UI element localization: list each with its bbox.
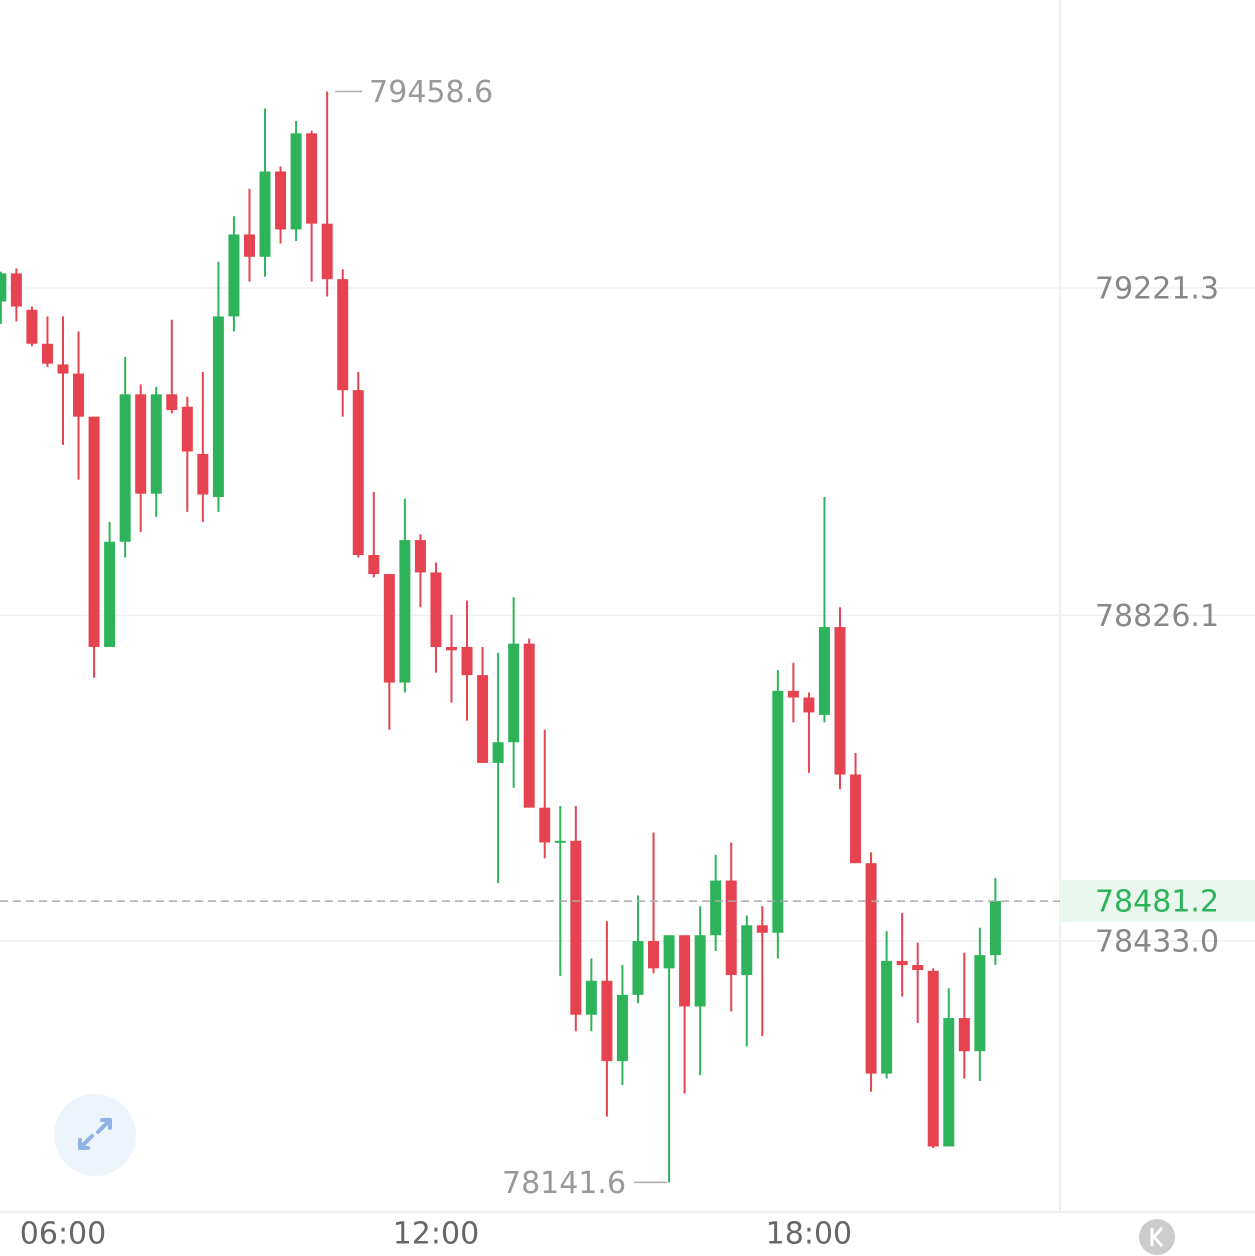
x-tick-label: 18:00 — [766, 1217, 852, 1252]
candle-body — [150, 394, 162, 494]
candle-body — [166, 394, 178, 411]
candle-body — [337, 279, 349, 391]
candle-body — [648, 941, 660, 969]
candle-body — [0, 273, 7, 302]
candle-body — [461, 646, 473, 676]
last-price-box — [1060, 880, 1255, 923]
candle-body — [989, 901, 1001, 956]
candle-body — [803, 697, 815, 713]
candle-body — [539, 807, 551, 843]
candle-body — [554, 840, 566, 843]
expand-icon[interactable] — [78, 1118, 112, 1150]
low-label: 78141.6 — [502, 1166, 626, 1201]
candle-body — [694, 935, 706, 1007]
candle-body — [570, 840, 582, 1015]
candle-body — [818, 627, 830, 715]
candle-body — [57, 364, 69, 374]
candle-body — [181, 406, 193, 452]
candle-body — [243, 234, 255, 257]
candle-body — [212, 316, 224, 498]
last-price-label: 78481.2 — [1095, 885, 1219, 920]
candle-body — [601, 980, 613, 1062]
x-tick-label: 12:00 — [393, 1217, 479, 1252]
candle-body — [508, 643, 520, 743]
candle-body — [259, 171, 271, 257]
candle-body — [26, 309, 38, 344]
candle-body — [352, 390, 364, 556]
candle-body — [88, 416, 100, 647]
candle-body — [41, 343, 53, 364]
candle-body — [772, 690, 784, 933]
candle-body — [958, 1018, 970, 1052]
candle-body — [585, 980, 597, 1015]
candle-body — [197, 453, 209, 495]
candle-body — [477, 675, 489, 763]
candle-body — [834, 627, 846, 775]
candle-body — [632, 941, 644, 995]
x-tick-label: 06:00 — [20, 1217, 106, 1252]
candle-body — [446, 646, 457, 651]
candle-body — [290, 133, 302, 230]
candle-body — [679, 935, 691, 1007]
candle-body — [756, 925, 768, 933]
candle-body — [10, 273, 22, 307]
candle-body — [896, 960, 908, 966]
high-label: 79458.6 — [369, 75, 493, 110]
candle-body — [73, 373, 85, 417]
candle-body — [974, 955, 986, 1052]
candle-body — [383, 574, 395, 683]
candle-body — [135, 394, 147, 494]
candle-body — [228, 234, 240, 317]
candle-body — [943, 1018, 955, 1147]
candle-body — [865, 863, 877, 1074]
candle-body — [725, 880, 737, 975]
candle-body — [787, 690, 799, 698]
candle-body — [430, 572, 442, 647]
candle-body — [927, 970, 939, 1147]
candle-body — [321, 223, 333, 280]
candle-body — [399, 540, 411, 683]
kline-icon[interactable] — [1150, 1227, 1164, 1247]
candle-body — [850, 774, 862, 864]
candle-body — [616, 994, 628, 1062]
candle-body — [663, 935, 675, 969]
candle-body — [912, 965, 924, 971]
y-tick-label: 78433.0 — [1095, 925, 1219, 960]
kline-button-bg[interactable] — [1139, 1219, 1175, 1255]
candle-body — [104, 541, 116, 647]
candle-body — [306, 133, 318, 224]
candle-body — [523, 643, 535, 808]
expand-button[interactable] — [54, 1094, 136, 1176]
candle-body — [368, 555, 380, 575]
candle-body — [710, 880, 722, 936]
y-tick-label: 78826.1 — [1095, 599, 1219, 634]
expand-button-bg[interactable] — [54, 1094, 136, 1176]
candle-body — [119, 394, 131, 542]
candle-body — [741, 925, 753, 975]
y-tick-label: 79221.3 — [1095, 272, 1219, 307]
candle-body — [881, 960, 893, 1074]
candle-body — [492, 742, 504, 763]
candle-body — [275, 171, 287, 230]
kline-button[interactable] — [1139, 1219, 1175, 1255]
candle-body — [414, 540, 426, 573]
